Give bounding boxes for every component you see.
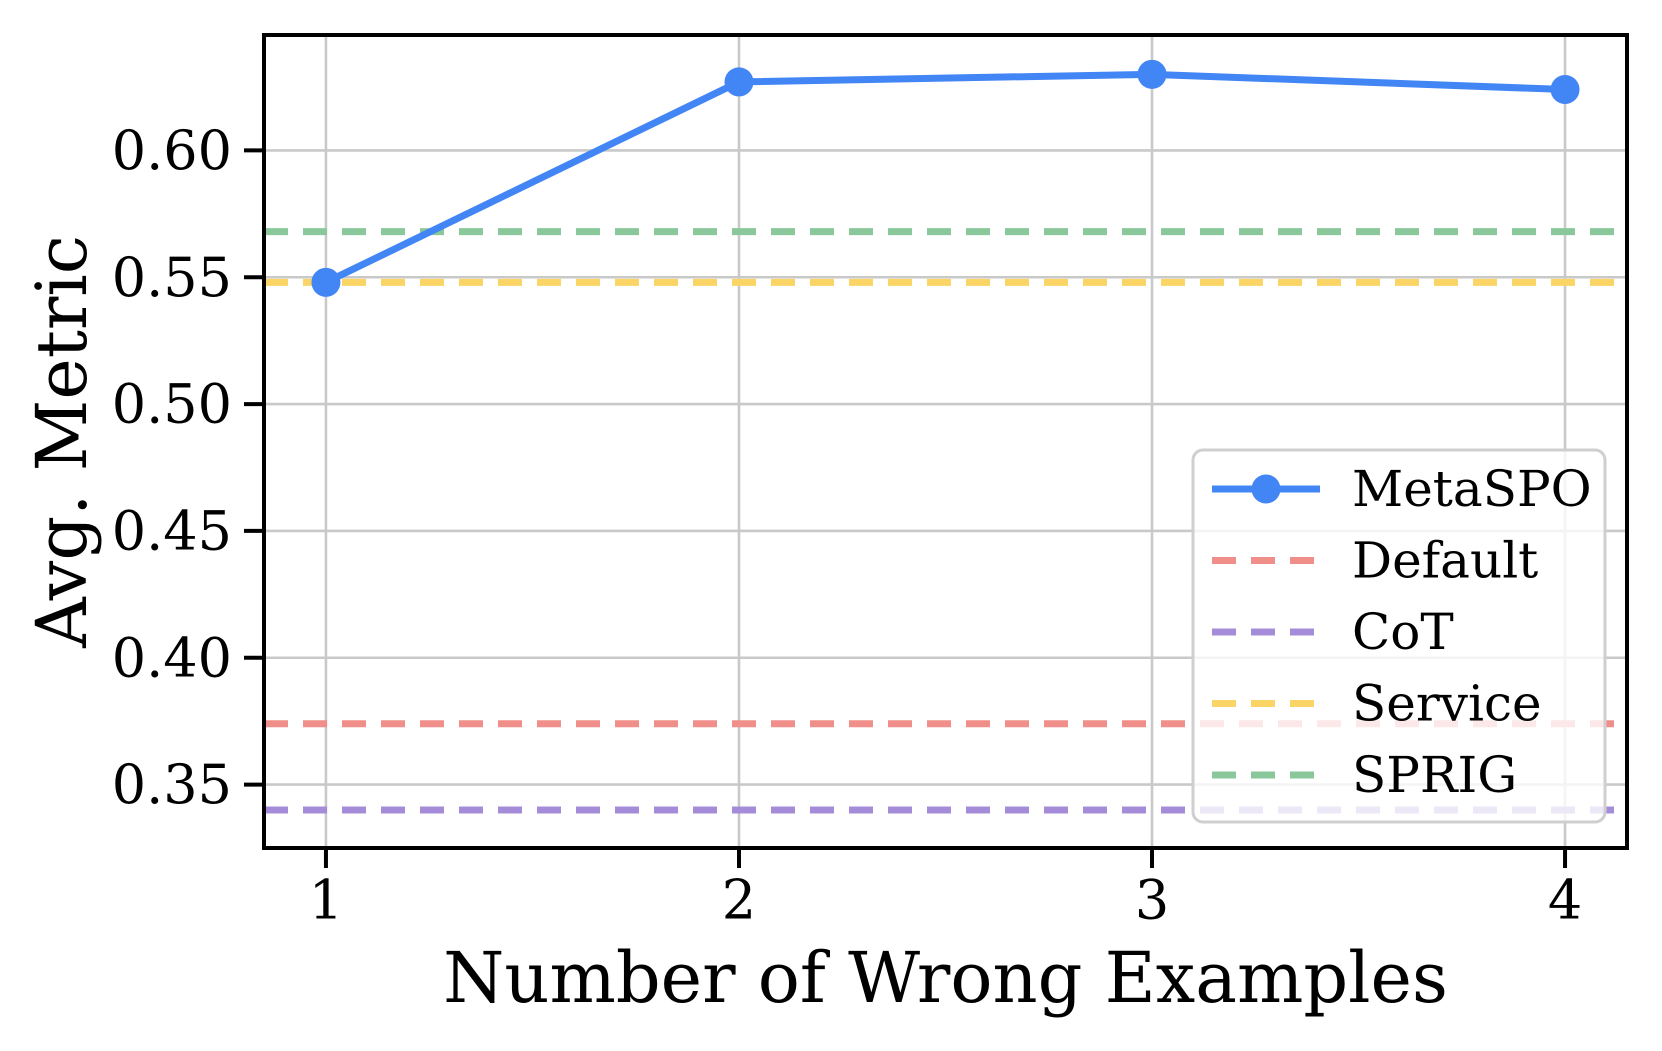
legend-label-default: Default — [1352, 532, 1538, 590]
metaspo-marker-x4 — [1550, 75, 1580, 105]
metaspo-marker-x3 — [1137, 59, 1167, 89]
y-tick-label-0.45: 0.45 — [112, 499, 232, 562]
metaspo-marker-x2 — [724, 67, 754, 97]
y-tick-label-0.35: 0.35 — [112, 753, 232, 816]
plot-border — [262, 33, 1629, 850]
x-tick-label-4: 4 — [1548, 869, 1582, 932]
metaspo-marker-x1 — [311, 267, 341, 297]
y-tick-label-0.50: 0.50 — [112, 373, 232, 436]
legend-label-service: Service — [1352, 675, 1542, 733]
legend-marker-metaspo — [1251, 474, 1281, 504]
legend-box — [1191, 448, 1607, 824]
y-tick-label-0.55: 0.55 — [112, 246, 232, 309]
x-tick-label-1: 1 — [309, 869, 343, 932]
metaspo-series-line — [322, 70, 1569, 286]
legend-label-metaspo: MetaSPO — [1352, 460, 1592, 518]
legend-label-sprig: SPRIG — [1352, 746, 1517, 804]
y-tick-label-0.40: 0.40 — [112, 626, 232, 689]
y-tick-label-0.60: 0.60 — [112, 119, 232, 182]
x-axis-label: Number of Wrong Examples — [443, 937, 1448, 1019]
x-tick-label-2: 2 — [722, 869, 756, 932]
x-tick-label-3: 3 — [1135, 869, 1169, 932]
y-axis-label: Avg. Metric — [21, 235, 103, 649]
legend-label-cot: CoT — [1352, 603, 1454, 661]
